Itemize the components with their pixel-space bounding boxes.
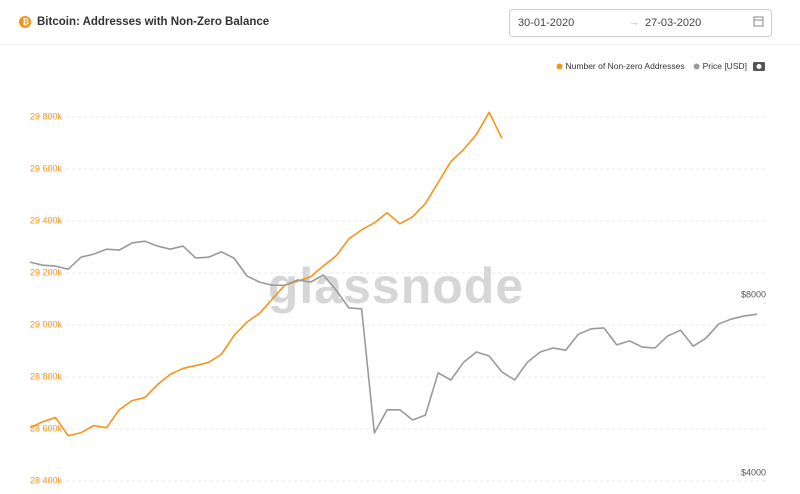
y2-tick-label: $4000 <box>741 467 766 477</box>
date-picker[interactable] <box>509 9 772 37</box>
bitcoin-icon <box>19 16 31 28</box>
y-tick-label: 29 000k <box>30 319 63 329</box>
chart-title: Bitcoin: Addresses with Non-Zero Balance <box>37 16 269 28</box>
camera-icon[interactable] <box>753 62 765 71</box>
y-tick-label: 28 800k <box>30 371 63 381</box>
series-line <box>29 240 758 434</box>
y-tick-label: 29 800k <box>30 111 63 121</box>
date-to[interactable]: 27-03-2020 <box>645 17 701 29</box>
legend-marker <box>693 63 700 70</box>
bitcoin-glyph: ₿ <box>23 18 30 27</box>
watermark: glassnode <box>268 258 524 314</box>
date-arrow: → <box>629 18 639 29</box>
legend-label: Number of Non-zero Addresses <box>566 61 685 71</box>
y-tick-label: 29 600k <box>30 163 63 173</box>
date-from[interactable]: 30-01-2020 <box>518 17 574 29</box>
legend-marker <box>556 63 563 70</box>
y-tick-label: 28 400k <box>30 475 63 485</box>
legend: Price [USD] Number of Non-zero Addresses <box>556 61 747 71</box>
series-line <box>29 111 503 437</box>
legend-label: Price [USD] <box>703 61 747 71</box>
y-tick-label: 29 200k <box>30 267 63 277</box>
y2-tick-label: $8000 <box>741 289 766 299</box>
y-tick-label: 28 600k <box>30 423 63 433</box>
y-tick-label: 29 400k <box>30 215 63 225</box>
calendar-icon[interactable] <box>753 16 764 27</box>
